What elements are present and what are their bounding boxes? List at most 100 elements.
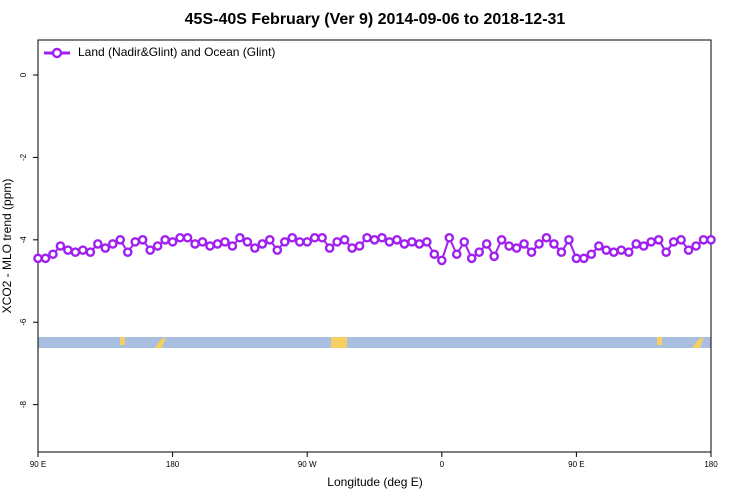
data-point bbox=[451, 249, 462, 260]
land-patch bbox=[120, 337, 125, 345]
data-point bbox=[608, 247, 619, 257]
data-point bbox=[601, 245, 612, 255]
y-tick-label: -6 bbox=[19, 318, 28, 326]
data-point bbox=[564, 235, 574, 245]
data-point bbox=[422, 237, 432, 247]
data-point bbox=[182, 232, 193, 243]
data-point bbox=[392, 235, 402, 245]
x-tick-label: 0 bbox=[440, 460, 445, 469]
data-point bbox=[556, 247, 567, 257]
data-point bbox=[534, 239, 544, 249]
data-point bbox=[377, 232, 387, 243]
data-point bbox=[504, 241, 514, 251]
data-point bbox=[407, 237, 417, 247]
data-point bbox=[414, 239, 425, 249]
x-axis-label: Longitude (deg E) bbox=[327, 475, 422, 489]
x-tick-label: 90 E bbox=[568, 460, 584, 469]
data-point bbox=[698, 235, 709, 245]
data-point bbox=[324, 243, 335, 253]
data-point bbox=[459, 237, 470, 247]
data-point bbox=[235, 232, 245, 243]
data-point bbox=[369, 235, 380, 245]
data-point bbox=[122, 247, 133, 257]
chart-title: 45S-40S February (Ver 9) 2014-09-06 to 2… bbox=[185, 11, 566, 28]
data-point bbox=[78, 245, 88, 255]
data-point bbox=[227, 241, 238, 251]
x-tick-label: 90 W bbox=[298, 460, 317, 469]
data-point bbox=[302, 237, 313, 247]
data-point bbox=[631, 239, 642, 249]
data-point bbox=[519, 239, 529, 249]
y-tick-label: -2 bbox=[19, 153, 28, 161]
map-strip bbox=[38, 337, 711, 348]
x-tick-label: 180 bbox=[704, 460, 718, 469]
data-point bbox=[265, 235, 275, 245]
land-patch bbox=[155, 337, 166, 348]
plot-frame bbox=[37, 39, 712, 453]
data-point bbox=[287, 232, 298, 243]
data-point bbox=[332, 237, 342, 247]
data-point bbox=[676, 235, 686, 245]
data-point bbox=[190, 239, 200, 249]
data-point bbox=[436, 255, 447, 266]
data-point bbox=[167, 237, 178, 247]
data-point bbox=[586, 249, 597, 260]
data-point bbox=[33, 253, 43, 264]
land-patch bbox=[331, 337, 347, 348]
data-point bbox=[444, 232, 455, 243]
legend-label: Land (Nadir&Glint) and Ocean (Glint) bbox=[78, 45, 275, 59]
data-point bbox=[496, 235, 507, 245]
data-point bbox=[706, 235, 716, 245]
data-point bbox=[55, 241, 66, 251]
data-point bbox=[653, 235, 664, 245]
data-point bbox=[646, 237, 656, 247]
data-point bbox=[541, 232, 552, 243]
data-point bbox=[309, 232, 320, 243]
land-patch bbox=[692, 337, 704, 348]
data-point bbox=[70, 247, 81, 257]
data-point bbox=[279, 237, 290, 247]
data-point bbox=[481, 239, 492, 249]
data-point bbox=[683, 245, 694, 255]
data-point bbox=[205, 241, 215, 251]
data-point bbox=[384, 237, 395, 247]
data-point bbox=[107, 239, 118, 249]
data-point bbox=[197, 237, 208, 247]
data-point bbox=[93, 239, 103, 249]
data-point bbox=[115, 235, 126, 245]
data-point bbox=[100, 243, 111, 253]
data-point bbox=[272, 245, 283, 255]
y-tick-label: -8 bbox=[19, 401, 28, 409]
data-point bbox=[638, 241, 649, 251]
y-axis-label: XCO2 - MLO trend (ppm) bbox=[0, 179, 14, 314]
data-point bbox=[220, 237, 230, 247]
legend-marker bbox=[51, 47, 63, 59]
data-point bbox=[549, 239, 559, 249]
data-point bbox=[691, 241, 701, 251]
data-point bbox=[48, 249, 58, 260]
data-point bbox=[212, 239, 223, 249]
data-point bbox=[489, 251, 499, 262]
data-point bbox=[175, 232, 185, 243]
data-point bbox=[242, 237, 253, 247]
data-point bbox=[130, 237, 141, 247]
data-point bbox=[354, 241, 365, 251]
data-point bbox=[526, 247, 537, 257]
data-point bbox=[250, 243, 260, 253]
data-point bbox=[668, 237, 679, 247]
data-point bbox=[661, 247, 671, 257]
data-point bbox=[511, 243, 522, 253]
land-patch bbox=[657, 337, 662, 345]
data-point bbox=[362, 232, 372, 243]
data-point bbox=[257, 239, 268, 249]
data-point bbox=[339, 235, 350, 245]
data-point bbox=[40, 253, 51, 264]
data-point bbox=[399, 239, 410, 249]
data-point bbox=[137, 235, 148, 245]
data-point bbox=[85, 247, 96, 257]
data-point bbox=[63, 245, 73, 255]
data-point bbox=[571, 253, 582, 264]
y-tick-label: 0 bbox=[19, 72, 28, 77]
